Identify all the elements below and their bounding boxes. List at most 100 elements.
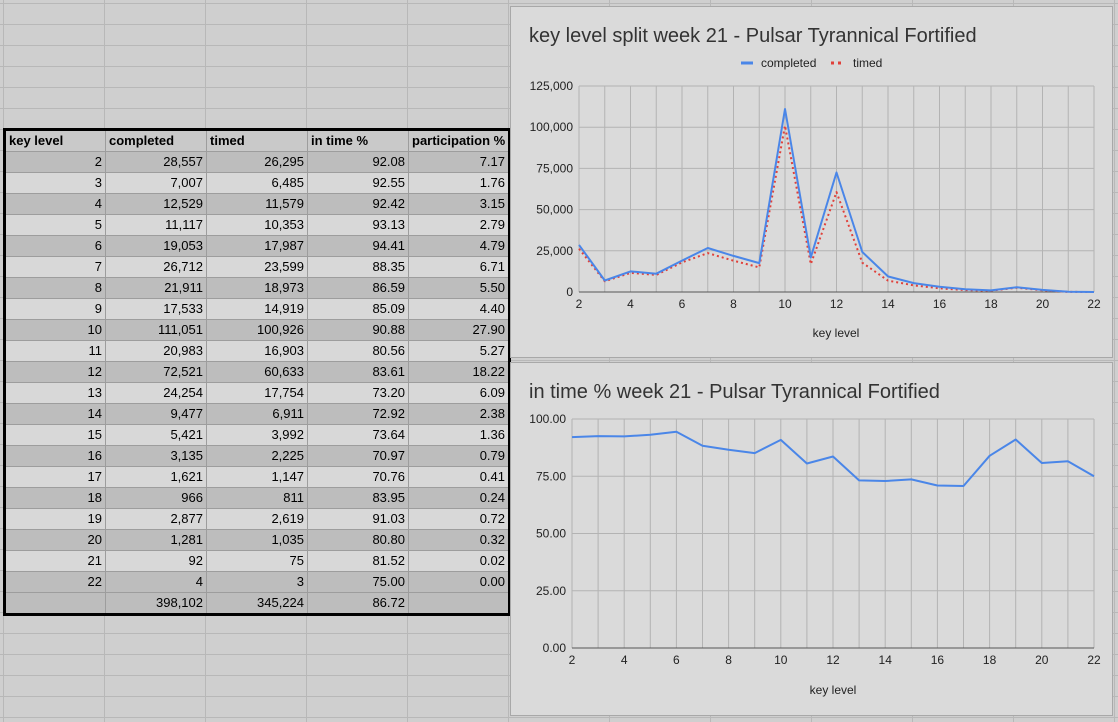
table-cell[interactable]: 12,529 bbox=[105, 193, 207, 215]
table-cell[interactable]: 27.90 bbox=[408, 319, 510, 341]
table-cell[interactable]: 13 bbox=[4, 382, 106, 404]
table-cell[interactable]: 23,599 bbox=[206, 256, 308, 278]
table-cell[interactable]: 21,911 bbox=[105, 277, 207, 299]
table-cell[interactable]: 92.08 bbox=[307, 151, 409, 173]
total-cell[interactable]: 86.72 bbox=[307, 592, 409, 615]
table-cell[interactable]: 4 bbox=[105, 571, 207, 593]
total-cell[interactable] bbox=[408, 592, 510, 615]
table-cell[interactable]: 2.38 bbox=[408, 403, 510, 425]
table-cell[interactable]: 18 bbox=[4, 487, 106, 509]
table-cell[interactable]: 20 bbox=[4, 529, 106, 551]
table-cell[interactable]: 81.52 bbox=[307, 550, 409, 572]
table-cell[interactable]: 5,421 bbox=[105, 424, 207, 446]
table-cell[interactable]: 3 bbox=[206, 571, 308, 593]
table-cell[interactable]: 7.17 bbox=[408, 151, 510, 173]
table-cell[interactable]: 0.02 bbox=[408, 550, 510, 572]
total-cell[interactable]: 398,102 bbox=[105, 592, 207, 615]
table-cell[interactable]: 72,521 bbox=[105, 361, 207, 383]
table-cell[interactable]: 6.71 bbox=[408, 256, 510, 278]
table-cell[interactable]: 26,712 bbox=[105, 256, 207, 278]
table-cell[interactable]: 17 bbox=[4, 466, 106, 488]
table-cell[interactable]: 26,295 bbox=[206, 151, 308, 173]
table-cell[interactable]: 2.79 bbox=[408, 214, 510, 236]
table-cell[interactable]: 75 bbox=[206, 550, 308, 572]
table-cell[interactable]: 811 bbox=[206, 487, 308, 509]
table-cell[interactable]: 75.00 bbox=[307, 571, 409, 593]
table-cell[interactable]: 2,225 bbox=[206, 445, 308, 467]
table-cell[interactable]: 9 bbox=[4, 298, 106, 320]
header-cell[interactable]: key level bbox=[4, 129, 106, 152]
table-cell[interactable]: 1,621 bbox=[105, 466, 207, 488]
series-line-in-time-percent[interactable] bbox=[571, 430, 1095, 487]
table-cell[interactable]: 73.20 bbox=[307, 382, 409, 404]
table-cell[interactable]: 1,281 bbox=[105, 529, 207, 551]
table-cell[interactable]: 0.00 bbox=[408, 571, 510, 593]
table-cell[interactable]: 72.92 bbox=[307, 403, 409, 425]
table-cell[interactable]: 111,051 bbox=[105, 319, 207, 341]
table-cell[interactable]: 85.09 bbox=[307, 298, 409, 320]
table-cell[interactable]: 3,135 bbox=[105, 445, 207, 467]
table-cell[interactable]: 24,254 bbox=[105, 382, 207, 404]
table-cell[interactable]: 18,973 bbox=[206, 277, 308, 299]
header-cell[interactable]: timed bbox=[206, 129, 308, 152]
table-cell[interactable]: 17,533 bbox=[105, 298, 207, 320]
table-cell[interactable]: 6,911 bbox=[206, 403, 308, 425]
table-cell[interactable]: 92.55 bbox=[307, 172, 409, 194]
table-cell[interactable]: 6 bbox=[4, 235, 106, 257]
table-cell[interactable]: 28,557 bbox=[105, 151, 207, 173]
header-cell[interactable]: in time % bbox=[307, 129, 409, 152]
table-cell[interactable]: 19,053 bbox=[105, 235, 207, 257]
table-cell[interactable]: 2,619 bbox=[206, 508, 308, 530]
table-cell[interactable]: 8 bbox=[4, 277, 106, 299]
table-cell[interactable]: 4.40 bbox=[408, 298, 510, 320]
table-cell[interactable]: 5.50 bbox=[408, 277, 510, 299]
table-cell[interactable]: 88.35 bbox=[307, 256, 409, 278]
table-cell[interactable]: 5.27 bbox=[408, 340, 510, 362]
table-cell[interactable]: 19 bbox=[4, 508, 106, 530]
table-cell[interactable]: 70.76 bbox=[307, 466, 409, 488]
table-cell[interactable]: 12 bbox=[4, 361, 106, 383]
table-cell[interactable]: 70.97 bbox=[307, 445, 409, 467]
table-cell[interactable]: 5 bbox=[4, 214, 106, 236]
table-cell[interactable]: 93.13 bbox=[307, 214, 409, 236]
in-time-percent-chart[interactable]: in time % week 21 - Pulsar Tyrannical Fo… bbox=[510, 362, 1113, 716]
table-cell[interactable]: 18.22 bbox=[408, 361, 510, 383]
table-cell[interactable]: 3 bbox=[4, 172, 106, 194]
table-cell[interactable]: 0.79 bbox=[408, 445, 510, 467]
table-cell[interactable]: 10 bbox=[4, 319, 106, 341]
table-cell[interactable]: 92 bbox=[105, 550, 207, 572]
total-cell[interactable] bbox=[4, 592, 106, 615]
table-cell[interactable]: 4.79 bbox=[408, 235, 510, 257]
table-cell[interactable]: 14 bbox=[4, 403, 106, 425]
table-cell[interactable]: 91.03 bbox=[307, 508, 409, 530]
table-cell[interactable]: 21 bbox=[4, 550, 106, 572]
table-cell[interactable]: 22 bbox=[4, 571, 106, 593]
table-cell[interactable]: 100,926 bbox=[206, 319, 308, 341]
series-line-completed[interactable] bbox=[578, 108, 1095, 293]
table-cell[interactable]: 6.09 bbox=[408, 382, 510, 404]
table-cell[interactable]: 1.36 bbox=[408, 424, 510, 446]
table-cell[interactable]: 83.95 bbox=[307, 487, 409, 509]
header-cell[interactable]: participation % bbox=[408, 129, 510, 152]
table-cell[interactable]: 3.15 bbox=[408, 193, 510, 215]
table-cell[interactable]: 11 bbox=[4, 340, 106, 362]
table-cell[interactable]: 1,147 bbox=[206, 466, 308, 488]
table-cell[interactable]: 966 bbox=[105, 487, 207, 509]
table-cell[interactable]: 11,579 bbox=[206, 193, 308, 215]
table-cell[interactable]: 83.61 bbox=[307, 361, 409, 383]
table-cell[interactable]: 2,877 bbox=[105, 508, 207, 530]
table-cell[interactable]: 1,035 bbox=[206, 529, 308, 551]
table-cell[interactable]: 94.41 bbox=[307, 235, 409, 257]
table-cell[interactable]: 10,353 bbox=[206, 214, 308, 236]
table-cell[interactable]: 0.41 bbox=[408, 466, 510, 488]
table-cell[interactable]: 3,992 bbox=[206, 424, 308, 446]
table-cell[interactable]: 14,919 bbox=[206, 298, 308, 320]
completed-timed-chart[interactable]: key level split week 21 - Pulsar Tyranni… bbox=[510, 6, 1113, 358]
table-cell[interactable]: 0.32 bbox=[408, 529, 510, 551]
table-cell[interactable]: 20,983 bbox=[105, 340, 207, 362]
header-cell[interactable]: completed bbox=[105, 129, 207, 152]
table-cell[interactable]: 1.76 bbox=[408, 172, 510, 194]
table-cell[interactable]: 86.59 bbox=[307, 277, 409, 299]
table-cell[interactable]: 90.88 bbox=[307, 319, 409, 341]
table-cell[interactable]: 17,987 bbox=[206, 235, 308, 257]
